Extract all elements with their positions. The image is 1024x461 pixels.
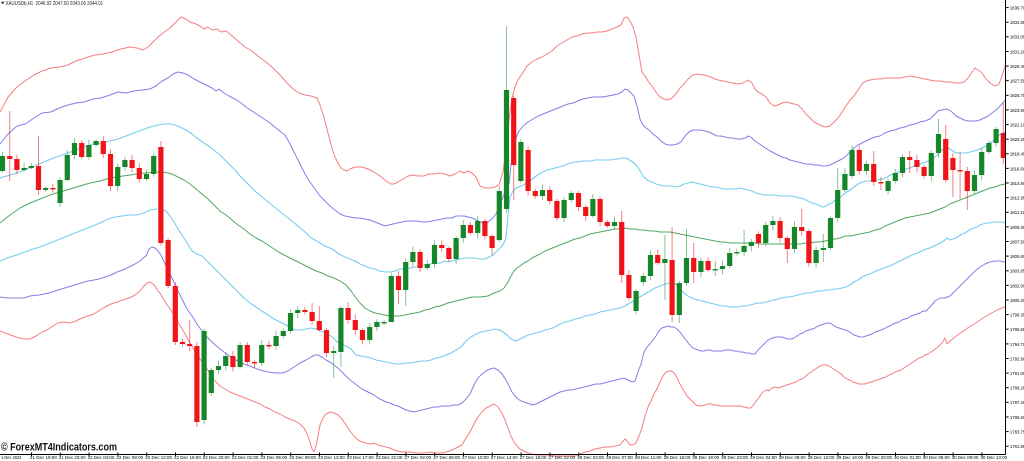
svg-text:1800.20: 1800.20: [1010, 298, 1024, 304]
svg-text:1820.25: 1820.25: [1010, 137, 1024, 143]
svg-text:23 Dec 01:00: 23 Dec 01:00: [232, 455, 259, 461]
svg-text:30 Dec 01:00: 30 Dec 01:00: [894, 455, 921, 461]
svg-text:1785.60: 1785.60: [1010, 415, 1024, 421]
svg-text:XAUUSDb,H1 2046.92 2047.50 20: XAUUSDb,H1 2046.92 2047.50 2043.06 2044.…: [6, 1, 104, 7]
svg-text:1833.05: 1833.05: [1010, 35, 1024, 41]
svg-text:1805.65: 1805.65: [1010, 254, 1024, 260]
svg-text:28 Dec 03:00: 28 Dec 03:00: [577, 455, 604, 461]
svg-text:29 Dec 16:00: 29 Dec 16:00: [836, 455, 863, 461]
svg-text:1823.90: 1823.90: [1010, 108, 1024, 114]
svg-text:23 Dec 17:00: 23 Dec 17:00: [347, 455, 374, 461]
svg-text:27 Dec 18:00: 27 Dec 18:00: [520, 455, 547, 461]
svg-text:27 Dec 10:00: 27 Dec 10:00: [462, 455, 489, 461]
svg-text:1829.40: 1829.40: [1010, 64, 1024, 70]
svg-text:1794.70: 1794.70: [1010, 342, 1024, 348]
svg-text:22 Dec 08:00: 22 Dec 08:00: [116, 455, 143, 461]
svg-text:22 Dec 16:00: 22 Dec 16:00: [174, 455, 201, 461]
svg-text:1781.95: 1781.95: [1010, 444, 1024, 450]
svg-text:1789.25: 1789.25: [1010, 386, 1024, 392]
svg-text:1816.60: 1816.60: [1010, 166, 1024, 172]
svg-text:27 Dec 14:00: 27 Dec 14:00: [491, 455, 518, 461]
svg-text:23 Dec 21:00: 23 Dec 21:00: [376, 455, 403, 461]
svg-text:1787.40: 1787.40: [1010, 400, 1024, 406]
svg-text:23 Dec 05:00: 23 Dec 05:00: [260, 455, 287, 461]
svg-text:1783.75: 1783.75: [1010, 430, 1024, 436]
svg-text:© ForexMT4Indicators.com: © ForexMT4Indicators.com: [1, 442, 117, 454]
svg-text:23 Dec 09:00: 23 Dec 09:00: [289, 455, 316, 461]
svg-text:1831.20: 1831.20: [1010, 49, 1024, 55]
svg-text:23 Dec 13:00: 23 Dec 13:00: [318, 455, 345, 461]
svg-text:22 Dec 04:00: 22 Dec 04:00: [88, 455, 115, 461]
svg-text:1811.15: 1811.15: [1010, 210, 1024, 216]
svg-text:1836.70: 1836.70: [1010, 6, 1024, 12]
svg-text:1809.30: 1809.30: [1010, 225, 1024, 231]
svg-text:22 Dec 20:00: 22 Dec 20:00: [203, 455, 230, 461]
svg-text:30 Dec 13:00: 30 Dec 13:00: [980, 455, 1007, 461]
svg-text:1798.35: 1798.35: [1010, 313, 1024, 319]
svg-text:21 Dec 19:00: 21 Dec 19:00: [30, 455, 57, 461]
svg-text:21 Dec 23:00: 21 Dec 23:00: [59, 455, 86, 461]
svg-text:1 Dec 2022: 1 Dec 2022: [1, 455, 22, 461]
svg-text:1834.85: 1834.85: [1010, 20, 1024, 26]
svg-text:29 Dec 20:00: 29 Dec 20:00: [865, 455, 892, 461]
svg-text:29 Dec 12:00: 29 Dec 12:00: [808, 455, 835, 461]
svg-text:22 Dec 12:00: 22 Dec 12:00: [145, 455, 172, 461]
svg-text:30 Dec 09:00: 30 Dec 09:00: [952, 455, 979, 461]
svg-text:29 Dec 04:00: 29 Dec 04:00: [750, 455, 777, 461]
svg-text:1814.80: 1814.80: [1010, 181, 1024, 187]
svg-text:28 Dec 19:00: 28 Dec 19:00: [692, 455, 719, 461]
svg-text:1812.95: 1812.95: [1010, 196, 1024, 202]
svg-text:1822.10: 1822.10: [1010, 123, 1024, 129]
svg-text:27 Dec 02:00: 27 Dec 02:00: [404, 455, 431, 461]
svg-text:1803.85: 1803.85: [1010, 269, 1024, 275]
svg-text:1796.55: 1796.55: [1010, 327, 1024, 333]
svg-text:1792.90: 1792.90: [1010, 356, 1024, 362]
svg-text:1818.45: 1818.45: [1010, 152, 1024, 158]
svg-text:28 Dec 07:00: 28 Dec 07:00: [606, 455, 633, 461]
svg-text:28 Dec 15:00: 28 Dec 15:00: [664, 455, 691, 461]
svg-text:1827.55: 1827.55: [1010, 79, 1024, 85]
svg-text:28 Dec 23:00: 28 Dec 23:00: [721, 455, 748, 461]
svg-text:1802.00: 1802.00: [1010, 283, 1024, 289]
svg-text:30 Dec 05:00: 30 Dec 05:00: [923, 455, 950, 461]
svg-text:1791.05: 1791.05: [1010, 371, 1024, 377]
svg-text:1825.75: 1825.75: [1010, 93, 1024, 99]
svg-text:1807.50: 1807.50: [1010, 239, 1024, 245]
svg-text:27 Dec 22:00: 27 Dec 22:00: [548, 455, 575, 461]
svg-text:27 Dec 06:00: 27 Dec 06:00: [433, 455, 460, 461]
svg-text:29 Dec 08:00: 29 Dec 08:00: [779, 455, 806, 461]
svg-text:28 Dec 11:00: 28 Dec 11:00: [635, 455, 662, 461]
